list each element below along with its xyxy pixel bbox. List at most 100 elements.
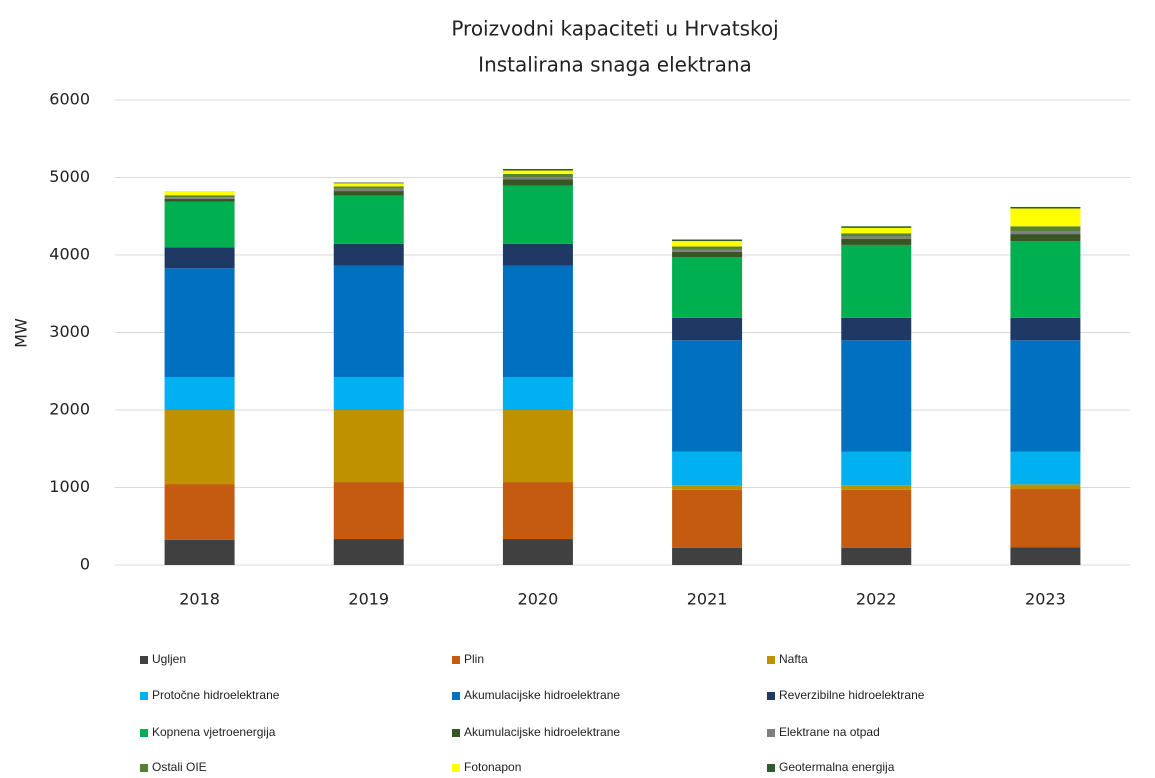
bar-segment xyxy=(672,547,743,565)
bar-segment xyxy=(502,539,573,565)
legend-swatch xyxy=(767,692,775,700)
y-tick-label: 1000 xyxy=(49,477,90,496)
bar-segment xyxy=(333,410,404,483)
x-tick-label: 2020 xyxy=(518,590,559,609)
bar-segment xyxy=(1010,484,1081,490)
legend-label: Kopnena vjetroenergija xyxy=(152,725,276,739)
legend-label: Ugljen xyxy=(152,652,186,666)
bar-segment xyxy=(164,377,235,410)
bar-segment xyxy=(502,177,573,180)
bar-segment xyxy=(1010,206,1081,209)
bar-segment xyxy=(164,539,235,565)
bar-segment xyxy=(1010,489,1081,548)
bar-segment xyxy=(333,539,404,565)
x-tick-label: 2018 xyxy=(179,590,220,609)
y-tick-label: 0 xyxy=(80,555,90,574)
bar-segment xyxy=(672,317,743,341)
legend-swatch xyxy=(140,729,148,737)
bar-segment xyxy=(1010,317,1081,341)
bar-segment xyxy=(1010,340,1081,452)
legend-swatch xyxy=(452,729,460,737)
bar-segment xyxy=(1010,234,1081,242)
x-tick-label: 2021 xyxy=(687,590,728,609)
bar-segment xyxy=(333,186,404,189)
bar-segment xyxy=(1010,226,1081,231)
legend-label: Plin xyxy=(464,652,484,666)
legend-swatch xyxy=(452,656,460,664)
bar-segment xyxy=(841,227,912,234)
bar-segment xyxy=(502,174,573,178)
x-tick-label: 2023 xyxy=(1025,590,1066,609)
chart-title: Proizvodni kapaciteti u Hrvatskoj xyxy=(451,17,778,41)
bar-segment xyxy=(672,451,743,486)
bar-segment xyxy=(164,410,235,485)
legend-label: Akumulacijske hidroelektrane xyxy=(464,688,620,702)
legend-label: Reverzibilne hidroelektrane xyxy=(779,688,925,702)
x-tick-label: 2019 xyxy=(348,590,389,609)
bar-segment xyxy=(672,485,743,490)
bar-segment xyxy=(502,243,573,266)
x-tick-label: 2022 xyxy=(856,590,897,609)
bar-segment xyxy=(502,185,573,244)
legend-swatch xyxy=(767,656,775,664)
bar-segment xyxy=(672,257,743,318)
bar-segment xyxy=(502,377,573,410)
legend-swatch xyxy=(452,764,460,772)
legend-label: Geotermalna energija xyxy=(779,760,895,774)
y-tick-label: 5000 xyxy=(49,167,90,186)
legend-swatch xyxy=(767,729,775,737)
bar-segment xyxy=(333,265,404,378)
bar-segment xyxy=(672,241,743,247)
bar-segment xyxy=(841,233,912,237)
bar-segment xyxy=(164,197,235,199)
bar-segment xyxy=(841,236,912,239)
bar-segment xyxy=(333,482,404,540)
bar-segment xyxy=(841,547,912,565)
legend-label: Protočne hidroelektrane xyxy=(152,688,280,702)
bar-segment xyxy=(164,484,235,540)
chart-subtitle: Instalirana snaga elektrana xyxy=(478,53,752,77)
bar-segment xyxy=(841,340,912,452)
bar-segment xyxy=(841,485,912,490)
bar-segment xyxy=(164,198,235,202)
bar-segment xyxy=(502,482,573,540)
y-tick-label: 3000 xyxy=(49,322,90,341)
legend-label: Elektrane na otpad xyxy=(779,725,880,739)
legend-swatch xyxy=(140,764,148,772)
bar-segment xyxy=(333,195,404,244)
bar-segment xyxy=(333,191,404,196)
bar-segment xyxy=(1010,547,1081,565)
bar-segment xyxy=(164,268,235,378)
bar-segment xyxy=(672,246,743,250)
bar-segment xyxy=(841,226,912,228)
bar-segment xyxy=(164,190,235,196)
bar-segment xyxy=(502,410,573,483)
bar-segment xyxy=(841,238,912,245)
bar-segment xyxy=(333,182,404,184)
y-tick-label: 4000 xyxy=(49,245,90,264)
y-tick-label: 2000 xyxy=(49,400,90,419)
bar-segment xyxy=(841,317,912,341)
y-tick-label: 6000 xyxy=(49,90,90,109)
legend-label: Fotonapon xyxy=(464,760,521,774)
legend-label: Ostali OIE xyxy=(152,760,207,774)
bar-segment xyxy=(841,451,912,486)
bar-segment xyxy=(1010,241,1081,318)
bar-segment xyxy=(502,168,573,171)
legend-swatch xyxy=(452,692,460,700)
bar-segment xyxy=(672,249,743,252)
bar-segment xyxy=(164,201,235,248)
bar-segment xyxy=(164,195,235,198)
bar-segment xyxy=(1010,451,1081,485)
legend-label: Nafta xyxy=(779,652,808,666)
legend-label: Akumulacijske hidroelektrane xyxy=(464,725,620,739)
legend-swatch xyxy=(767,764,775,772)
bar-segment xyxy=(1010,208,1081,227)
bar-segment xyxy=(333,188,404,192)
legend-swatch xyxy=(140,692,148,700)
bar-segment xyxy=(841,489,912,548)
y-axis-label: MW xyxy=(12,318,31,348)
bar-segment xyxy=(502,265,573,378)
bar-segment xyxy=(502,179,573,186)
